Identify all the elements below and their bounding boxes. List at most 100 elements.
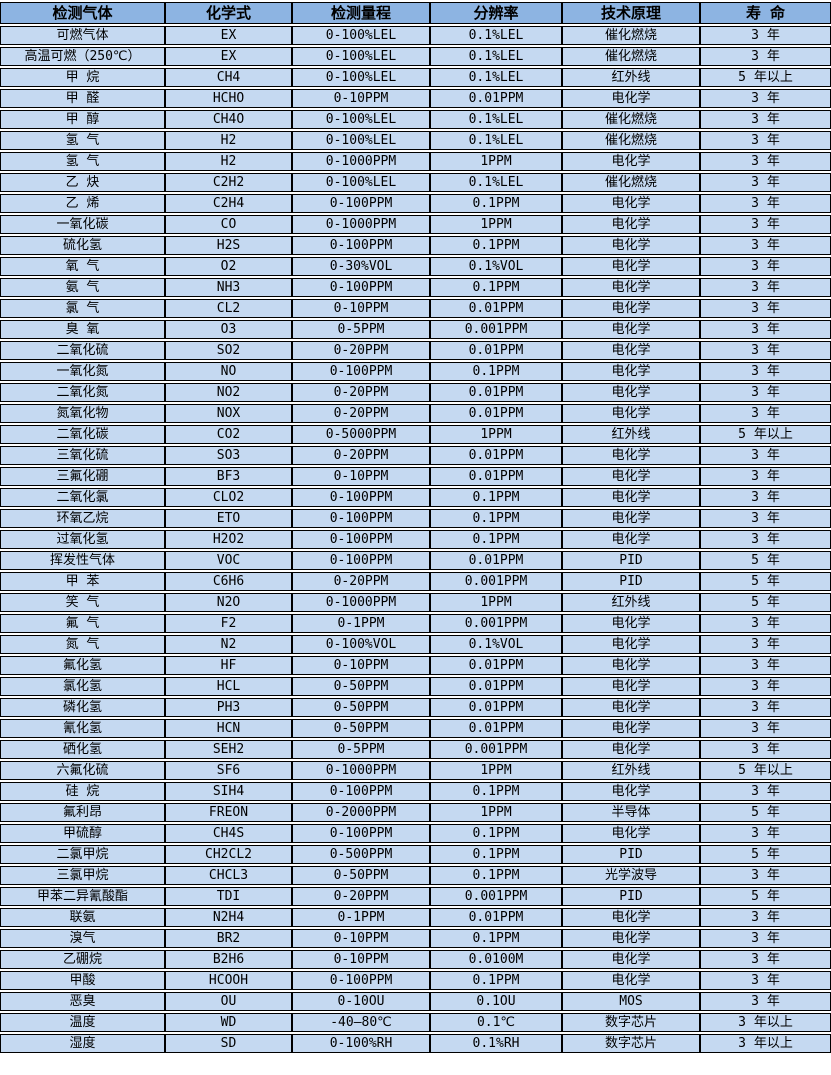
cell-formula: SD: [165, 1034, 292, 1053]
cell-lifespan: 3 年: [700, 824, 831, 843]
cell-gas: 过氧化氢: [0, 530, 165, 549]
cell-gas: 三氧化硫: [0, 446, 165, 465]
cell-formula: HCL: [165, 677, 292, 696]
cell-formula: C2H2: [165, 173, 292, 192]
cell-range: 0-100%LEL: [292, 26, 430, 45]
cell-formula: CH4S: [165, 824, 292, 843]
table-row: 三氯甲烷 CHCL3 0-50PPM 0.1PPM 光学波导 3 年: [0, 866, 831, 885]
cell-principle: 电化学: [562, 299, 700, 318]
table-row: 二氧化氮 NO2 0-20PPM 0.01PPM 电化学 3 年: [0, 383, 831, 402]
table-row: 高温可燃（250℃） EX 0-100%LEL 0.1%LEL 催化燃烧 3 年: [0, 47, 831, 66]
table-row: 乙 烯 C2H4 0-100PPM 0.1PPM 电化学 3 年: [0, 194, 831, 213]
cell-principle: 催化燃烧: [562, 173, 700, 192]
cell-gas: 硅 烷: [0, 782, 165, 801]
cell-gas: 二氧化硫: [0, 341, 165, 360]
table-row: 甲 烷 CH4 0-100%LEL 0.1%LEL 红外线 5 年以上: [0, 68, 831, 87]
cell-principle: 电化学: [562, 971, 700, 990]
cell-gas: 甲 醇: [0, 110, 165, 129]
table-row: 可燃气体 EX 0-100%LEL 0.1%LEL 催化燃烧 3 年: [0, 26, 831, 45]
column-header-principle: 技术原理: [562, 2, 700, 24]
cell-gas: 可燃气体: [0, 26, 165, 45]
cell-gas: 温度: [0, 1013, 165, 1032]
table-row: 甲 苯 C6H6 0-20PPM 0.001PPM PID 5 年: [0, 572, 831, 591]
table-row: 三氟化硼 BF3 0-10PPM 0.01PPM 电化学 3 年: [0, 467, 831, 486]
cell-gas: 臭 氧: [0, 320, 165, 339]
cell-gas: 二氧化碳: [0, 425, 165, 444]
cell-gas: 溴气: [0, 929, 165, 948]
cell-principle: 电化学: [562, 278, 700, 297]
table-row: 氮氧化物 NOX 0-20PPM 0.01PPM 电化学 3 年: [0, 404, 831, 423]
cell-resolution: 0.01PPM: [430, 89, 562, 108]
cell-resolution: 0.1%RH: [430, 1034, 562, 1053]
cell-formula: CH4O: [165, 110, 292, 129]
cell-principle: 电化学: [562, 782, 700, 801]
cell-resolution: 0.1%LEL: [430, 47, 562, 66]
cell-resolution: 1PPM: [430, 215, 562, 234]
cell-gas: 湿度: [0, 1034, 165, 1053]
table-row: 氟 气 F2 0-1PPM 0.001PPM 电化学 3 年: [0, 614, 831, 633]
cell-resolution: 0.1PPM: [430, 845, 562, 864]
cell-formula: FREON: [165, 803, 292, 822]
table-row: 乙硼烷 B2H6 0-10PPM 0.0100M 电化学 3 年: [0, 950, 831, 969]
cell-range: 0-10PPM: [292, 929, 430, 948]
cell-resolution: 0.1%LEL: [430, 68, 562, 87]
cell-gas: 恶臭: [0, 992, 165, 1011]
cell-range: 0-1PPM: [292, 908, 430, 927]
column-header-lifespan: 寿 命: [700, 2, 831, 24]
cell-formula: NH3: [165, 278, 292, 297]
cell-gas: 甲 醛: [0, 89, 165, 108]
table-row: 氟利昂 FREON 0-2000PPM 1PPM 半导体 5 年: [0, 803, 831, 822]
cell-range: 0-100PPM: [292, 971, 430, 990]
cell-lifespan: 3 年: [700, 677, 831, 696]
cell-gas: 甲 烷: [0, 68, 165, 87]
cell-resolution: 0.1PPM: [430, 509, 562, 528]
cell-range: 0-10PPM: [292, 656, 430, 675]
cell-resolution: 0.1PPM: [430, 866, 562, 885]
cell-gas: 氮 气: [0, 635, 165, 654]
cell-resolution: 0.01PPM: [430, 404, 562, 423]
cell-lifespan: 3 年: [700, 278, 831, 297]
cell-gas: 乙 炔: [0, 173, 165, 192]
cell-principle: 催化燃烧: [562, 131, 700, 150]
cell-resolution: 0.01PPM: [430, 551, 562, 570]
cell-range: 0-20PPM: [292, 383, 430, 402]
cell-formula: OU: [165, 992, 292, 1011]
cell-lifespan: 5 年以上: [700, 68, 831, 87]
cell-lifespan: 5 年以上: [700, 425, 831, 444]
cell-formula: HF: [165, 656, 292, 675]
cell-formula: O2: [165, 257, 292, 276]
cell-resolution: 0.1PPM: [430, 530, 562, 549]
cell-principle: 红外线: [562, 425, 700, 444]
cell-lifespan: 3 年: [700, 257, 831, 276]
cell-principle: 电化学: [562, 89, 700, 108]
table-row: 二氧化碳 CO2 0-5000PPM 1PPM 红外线 5 年以上: [0, 425, 831, 444]
cell-lifespan: 3 年: [700, 698, 831, 717]
cell-resolution: 0.1PPM: [430, 194, 562, 213]
table-row: 氟化氢 HF 0-10PPM 0.01PPM 电化学 3 年: [0, 656, 831, 675]
table-row: 氮 气 N2 0-100%VOL 0.1%VOL 电化学 3 年: [0, 635, 831, 654]
cell-formula: NO2: [165, 383, 292, 402]
cell-formula: HCN: [165, 719, 292, 738]
cell-lifespan: 3 年: [700, 362, 831, 381]
cell-formula: N2: [165, 635, 292, 654]
cell-range: 0-100%LEL: [292, 131, 430, 150]
cell-formula: CLO2: [165, 488, 292, 507]
table-row: 乙 炔 C2H2 0-100%LEL 0.1%LEL 催化燃烧 3 年: [0, 173, 831, 192]
cell-principle: PID: [562, 572, 700, 591]
cell-resolution: 0.1OU: [430, 992, 562, 1011]
cell-resolution: 0.1%VOL: [430, 635, 562, 654]
cell-principle: 电化学: [562, 152, 700, 171]
cell-resolution: 0.0100M: [430, 950, 562, 969]
cell-range: 0-10PPM: [292, 950, 430, 969]
cell-lifespan: 5 年: [700, 887, 831, 906]
cell-resolution: 0.1PPM: [430, 824, 562, 843]
cell-principle: 电化学: [562, 383, 700, 402]
cell-range: 0-1000PPM: [292, 152, 430, 171]
cell-range: 0-100%RH: [292, 1034, 430, 1053]
cell-principle: 催化燃烧: [562, 26, 700, 45]
table-row: 甲酸 HCOOH 0-100PPM 0.1PPM 电化学 3 年: [0, 971, 831, 990]
cell-resolution: 0.1%VOL: [430, 257, 562, 276]
cell-lifespan: 5 年: [700, 551, 831, 570]
